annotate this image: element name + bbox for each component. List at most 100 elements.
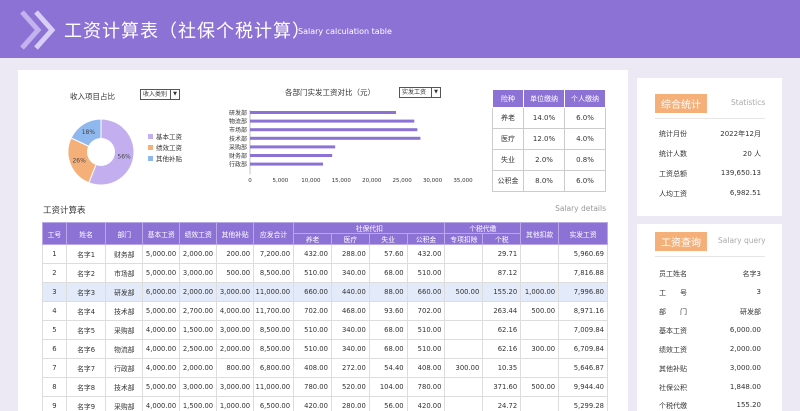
col-header: 公积金 (406, 233, 446, 245)
table-cell (444, 320, 484, 340)
stat-row: 工资总额 139,650.13 (659, 169, 761, 178)
table-cell: 340.00 (330, 263, 370, 283)
bar-category-label: 研发部 (229, 109, 247, 117)
table-cell: 11,000.00 (253, 377, 295, 397)
table-cell: 340.00 (330, 320, 370, 340)
col-header: 绩效工资 (179, 222, 218, 245)
table-row[interactable]: 3 名字3 研发部 6,000.00 2,000.00 3,000.00 11,000.00… (42, 282, 608, 302)
table-cell (444, 263, 484, 283)
bar (250, 128, 418, 132)
col-header: 其他补贴 (216, 222, 255, 245)
table-cell: 研发部 (105, 282, 144, 302)
table-row[interactable]: 4 名字4 技术部 5,000.00 2,700.00 4,000.00 11,700.00… (42, 301, 608, 321)
table-row[interactable]: 5 名字5 采购部 4,000.00 1,500.00 3,000.00 8,500.00 5… (42, 320, 608, 340)
table-row[interactable]: 6 名字6 物流部 4,000.00 2,500.00 2,000.00 8,500.00 5… (42, 339, 608, 359)
table-cell: 57.60 (368, 244, 408, 264)
bar (250, 111, 397, 114)
table-cell: 660.00 (406, 282, 446, 302)
table-cell: 510.00 (406, 263, 446, 283)
statistics-badge: 综合统计 (655, 94, 707, 113)
table-row[interactable]: 8 名字8 技术部 5,000.00 3,000.00 3,000.00 11,000.00… (42, 377, 608, 397)
table-cell: 200.00 (216, 244, 255, 264)
table-cell: 物流部 (105, 339, 144, 359)
divider (655, 118, 765, 119)
table-cell: 3,000.00 (216, 282, 255, 302)
income-pie-chart: 56% 26% 18% (67, 118, 135, 186)
table-cell: 272.00 (330, 358, 370, 378)
table-row[interactable]: 1 名字1 财务部 5,000.00 2,000.00 200.00 7,200.00 432… (42, 244, 608, 264)
table-cell: 520.00 (330, 377, 370, 397)
legend-item: 基本工资 (148, 132, 182, 143)
x-tick-label: 25,000 (393, 178, 413, 184)
salary-table-title: 工资计算表 (43, 206, 86, 216)
query-row[interactable]: 员工姓名 名字3 (659, 270, 761, 278)
table-cell: 技术部 (105, 377, 144, 397)
col-header: 养老 (293, 233, 332, 245)
table-cell: 420.00 (406, 396, 446, 411)
legend-item: 其他补贴 (148, 154, 182, 165)
table-cell: 510.00 (406, 320, 446, 340)
table-cell: 7,009.84 (558, 320, 608, 340)
table-cell: 500.00 (520, 377, 560, 397)
table-cell: 名字5 (65, 320, 107, 340)
bar-metric-select[interactable]: 实发工资 ▼ (399, 87, 441, 98)
col-header: 工号 (42, 222, 67, 245)
query-row: 基本工资 6,000.00 (659, 326, 761, 335)
legend-item: 绩效工资 (148, 143, 182, 154)
pie-category-select[interactable]: 收入类别 ▼ (140, 89, 180, 100)
table-cell: 6,709.84 (558, 339, 608, 359)
table-cell: 7,996.80 (558, 282, 608, 302)
page-title: 工资计算表（社保个税计算） (64, 21, 311, 42)
app-header: 工资计算表（社保个税计算） Salary calculation table (0, 0, 800, 58)
table-cell: 800.00 (216, 358, 255, 378)
stat-row: 人均工资 6,982.51 (659, 189, 761, 198)
table-cell: 408.00 (293, 358, 332, 378)
table-cell: 5 (42, 320, 67, 340)
table-cell: 名字1 (65, 244, 107, 264)
query-row: 部 门研发部 (659, 308, 761, 316)
table-cell: 6,000.00 (142, 282, 181, 302)
table-row[interactable]: 9 名字9 采购部 4,000.00 1,500.00 1,000.00 6,500.00 4… (42, 396, 608, 411)
table-cell (444, 244, 484, 264)
table-cell: 1,500.00 (179, 320, 218, 340)
table-cell: 1 (42, 244, 67, 264)
table-row[interactable]: 2 名字2 市场部 5,000.00 3,000.00 500.00 8,500.00 510… (42, 263, 608, 283)
salary-table-subtitle: Salary details (555, 204, 606, 213)
table-cell: 500.00 (444, 282, 484, 302)
table-cell: 780.00 (293, 377, 332, 397)
table-cell: 300.00 (444, 358, 484, 378)
x-tick-label: 30,000 (423, 178, 443, 184)
double-chevron-icon (20, 10, 56, 50)
bar-category-label: 财务部 (229, 152, 247, 160)
table-cell: 780.00 (406, 377, 446, 397)
table-cell: 1,500.00 (179, 396, 218, 411)
table-row[interactable]: 7 名字7 行政部 4,000.00 2,000.00 800.00 6,800.00 408… (42, 358, 608, 378)
table-cell: 5,299.28 (558, 396, 608, 411)
col-header: 姓名 (65, 222, 107, 245)
table-cell: 300.00 (520, 339, 560, 359)
rate-row: 失业 2.0% 0.8% (491, 149, 606, 171)
table-cell: 名字6 (65, 339, 107, 359)
table-cell: 8,971.16 (558, 301, 608, 321)
table-cell: 4,000.00 (142, 339, 181, 359)
table-cell: 5,000.00 (142, 377, 181, 397)
rate-row: 养老 14.0% 6.0% (491, 107, 606, 129)
table-cell: 8,500.00 (253, 263, 295, 283)
table-cell: 62.16 (482, 320, 522, 340)
table-cell: 4,000.00 (142, 396, 181, 411)
table-cell: 采购部 (105, 320, 144, 340)
col-header: 实发工资 (558, 222, 608, 245)
table-cell: 104.00 (368, 377, 408, 397)
rate-header: 险种 (491, 89, 525, 108)
table-cell: 440.00 (330, 282, 370, 302)
rate-row: 公积金 8.0% 6.0% (491, 170, 606, 192)
table-cell: 6,800.00 (253, 358, 295, 378)
table-cell: 93.60 (368, 301, 408, 321)
stat-row: 统计人数 20 人 (659, 150, 761, 158)
pie-legend: 基本工资 绩效工资 其他补贴 (148, 132, 182, 165)
col-group-header: 社保代扣 (293, 222, 446, 234)
table-cell: 行政部 (105, 358, 144, 378)
table-cell: 68.00 (368, 263, 408, 283)
